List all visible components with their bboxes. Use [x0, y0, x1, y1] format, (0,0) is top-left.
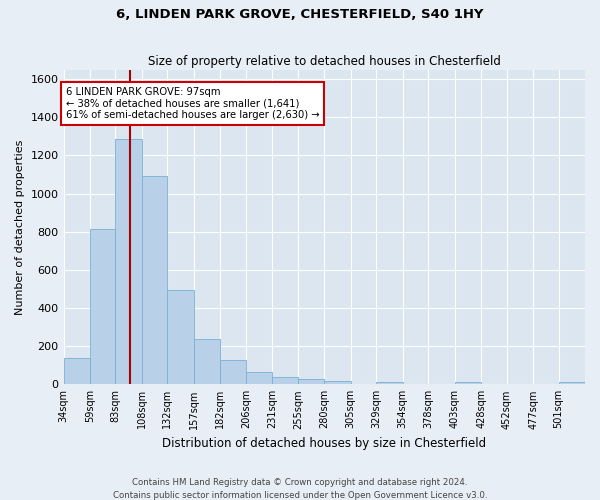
Text: Contains HM Land Registry data © Crown copyright and database right 2024.
Contai: Contains HM Land Registry data © Crown c…: [113, 478, 487, 500]
Bar: [272, 377, 298, 384]
Bar: [559, 382, 585, 384]
Title: Size of property relative to detached houses in Chesterfield: Size of property relative to detached ho…: [148, 56, 501, 68]
Bar: [324, 382, 351, 384]
Bar: [90, 229, 115, 384]
Bar: [298, 379, 324, 384]
Bar: [220, 360, 246, 384]
Y-axis label: Number of detached properties: Number of detached properties: [15, 140, 25, 314]
Bar: [455, 382, 481, 384]
Bar: [142, 176, 167, 384]
Text: 6, LINDEN PARK GROVE, CHESTERFIELD, S40 1HY: 6, LINDEN PARK GROVE, CHESTERFIELD, S40 …: [116, 8, 484, 20]
Bar: [376, 382, 403, 384]
Bar: [246, 372, 272, 384]
Bar: [115, 140, 142, 384]
Bar: [64, 358, 90, 384]
Text: 6 LINDEN PARK GROVE: 97sqm
← 38% of detached houses are smaller (1,641)
61% of s: 6 LINDEN PARK GROVE: 97sqm ← 38% of deta…: [65, 87, 319, 120]
X-axis label: Distribution of detached houses by size in Chesterfield: Distribution of detached houses by size …: [162, 437, 487, 450]
Bar: [167, 290, 194, 384]
Bar: [194, 340, 220, 384]
